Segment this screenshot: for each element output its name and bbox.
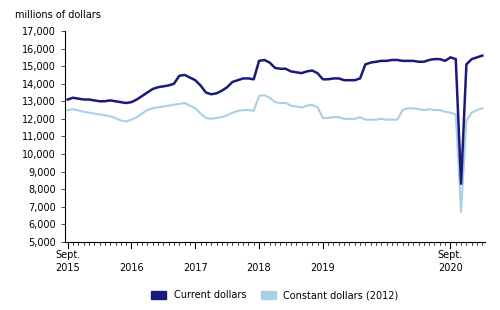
Text: 2020: 2020 xyxy=(438,263,463,273)
Text: 2016: 2016 xyxy=(119,263,144,273)
Text: 2019: 2019 xyxy=(310,263,335,273)
Text: 2018: 2018 xyxy=(246,263,272,273)
Text: 2015: 2015 xyxy=(56,263,80,273)
Legend: Current dollars, Constant dollars (2012): Current dollars, Constant dollars (2012) xyxy=(152,290,398,300)
Text: Sept.: Sept. xyxy=(55,250,80,260)
Text: millions of dollars: millions of dollars xyxy=(14,11,100,20)
Text: 2017: 2017 xyxy=(183,263,208,273)
Text: Sept.: Sept. xyxy=(438,250,463,260)
